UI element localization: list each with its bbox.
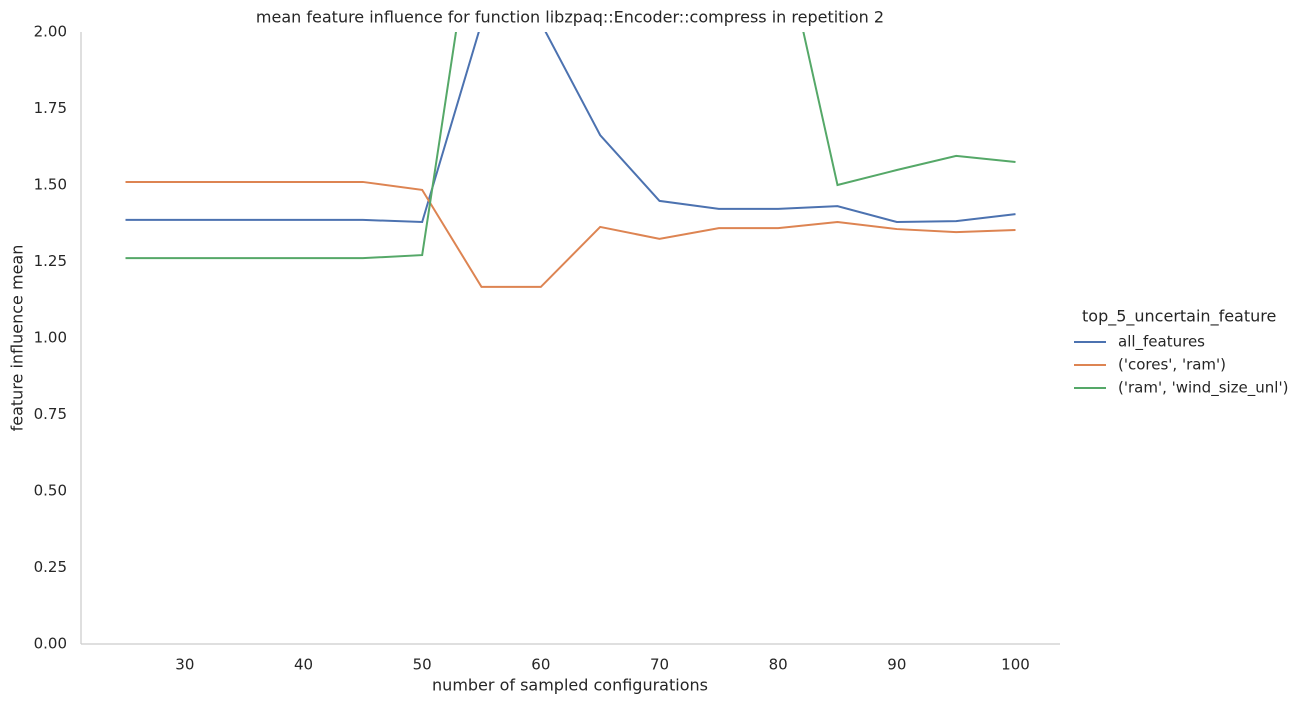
legend-label: ('ram', 'wind_size_unl')	[1118, 379, 1288, 398]
y-tick-label: 2.00	[34, 23, 67, 41]
y-axis-label: feature influence mean	[8, 245, 27, 432]
y-tick-label: 0.50	[34, 482, 67, 500]
x-tick-label: 90	[887, 656, 906, 674]
y-tick-label: 1.00	[34, 329, 67, 347]
x-axis-label: number of sampled configurations	[432, 676, 708, 695]
x-tick-label: 30	[175, 656, 194, 674]
y-tick-label: 0.25	[34, 558, 67, 576]
x-tick-label: 70	[650, 656, 669, 674]
y-tick-label: 1.75	[34, 99, 67, 117]
series-line	[125, 32, 1016, 224]
y-tick-label: 1.25	[34, 252, 67, 270]
x-tick-label: 100	[1001, 656, 1030, 674]
series-line	[125, 180, 1016, 288]
y-tick-label: 0.75	[34, 405, 67, 423]
legend-title: top_5_uncertain_feature	[1082, 307, 1276, 327]
x-tick-label: 50	[413, 656, 432, 674]
x-tick-label: 60	[531, 656, 550, 674]
legend-label: ('cores', 'ram')	[1118, 356, 1226, 374]
series-line	[125, 32, 1016, 260]
legend-label: all_features	[1118, 333, 1205, 352]
y-tick-label: 0.00	[34, 635, 67, 653]
x-tick-label: 80	[769, 656, 788, 674]
x-tick-label: 40	[294, 656, 313, 674]
y-tick-label: 1.50	[34, 176, 67, 194]
plot-area	[125, 32, 1016, 288]
chart-title: mean feature influence for function libz…	[256, 8, 884, 27]
